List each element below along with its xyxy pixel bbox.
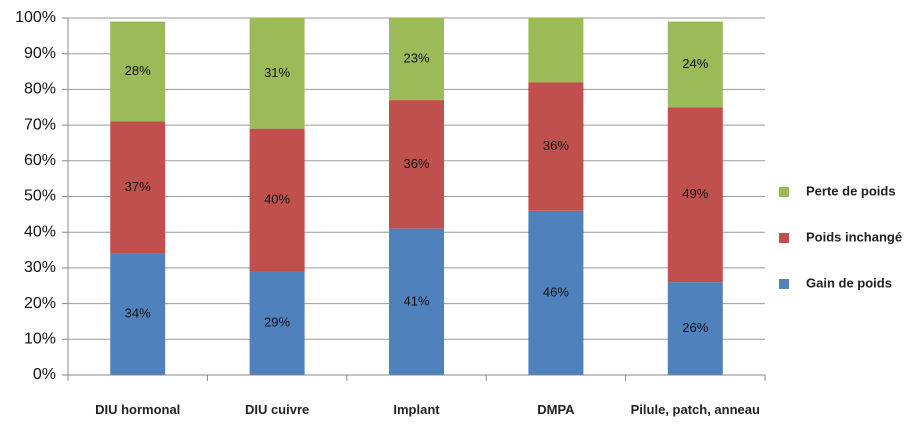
bar-segment <box>389 18 444 101</box>
x-tick-label: DIU hormonal <box>95 402 181 417</box>
y-tick-label: 0% <box>33 366 56 383</box>
bar-segment <box>667 21 723 108</box>
data-label: 49% <box>682 186 708 201</box>
bar-segment <box>110 253 166 375</box>
axes: 0% 10% 20% 30% 40% 50% 60% 70% 80% 90% 100% <box>15 9 766 383</box>
x-tick-label: DIU cuivre <box>244 402 310 417</box>
y-tick-label: 90% <box>24 45 56 62</box>
bar-segment <box>249 271 305 375</box>
y-tick-label: 30% <box>24 259 56 276</box>
bars: 34% 37% 28% 29% 40% 31% 41% 36% 23% 46% 36% 38% 26% 4… <box>110 6 723 375</box>
x-tick-label: Implant <box>393 402 440 417</box>
data-label: 34% <box>125 306 151 321</box>
y-tick-label: 10% <box>24 331 56 348</box>
data-label: 31% <box>264 65 290 80</box>
data-label: 46% <box>543 284 569 299</box>
data-label: 26% <box>682 320 708 335</box>
bar-segment <box>249 128 305 272</box>
data-label: 36% <box>403 156 429 171</box>
legend-label: Gain de poids <box>806 275 892 290</box>
bar-segment <box>389 100 444 229</box>
bar-segment <box>528 18 584 83</box>
data-label: 24% <box>682 56 708 71</box>
y-tick-label: 60% <box>24 152 56 169</box>
bar-segment <box>667 107 723 283</box>
data-label: 38% <box>543 6 569 21</box>
bar-segment <box>249 18 305 129</box>
data-label: 41% <box>403 293 429 308</box>
data-label: 40% <box>264 192 290 207</box>
bar-segment <box>389 228 444 375</box>
legend-marker <box>779 233 789 243</box>
y-tick-label: 20% <box>24 295 56 312</box>
data-label: 37% <box>125 179 151 194</box>
legend-label: Poids inchangé <box>806 229 902 244</box>
y-tick-label: 100% <box>15 9 56 26</box>
y-tick-label: 40% <box>24 223 56 240</box>
bar-segment <box>528 210 584 375</box>
legend-label: Perte de poids <box>806 183 896 198</box>
data-label: 29% <box>264 315 290 330</box>
legend-marker <box>779 187 789 197</box>
bar-segment <box>667 282 723 375</box>
bar-segment <box>528 82 584 211</box>
y-tick-label: 80% <box>24 81 56 98</box>
data-label: 36% <box>543 138 569 153</box>
legend-marker <box>779 279 789 289</box>
y-tick-label: 50% <box>24 188 56 205</box>
x-tick-label: Pilule, patch, anneau <box>630 402 760 417</box>
bar-segment <box>110 21 166 122</box>
bar-segment <box>110 121 166 254</box>
x-tick-label: DMPA <box>537 402 575 417</box>
data-label: 28% <box>125 63 151 78</box>
y-tick-label: 70% <box>24 116 56 133</box>
data-label: 23% <box>403 50 429 65</box>
